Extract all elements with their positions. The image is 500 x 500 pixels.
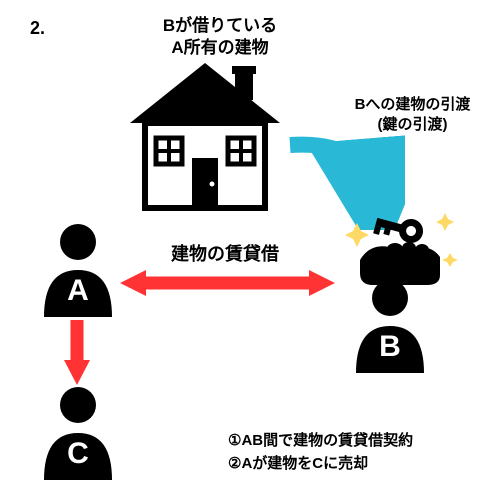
red-down-arrow: [62, 320, 92, 385]
footnote-1: ①AB間で建物の賃貸借契約: [228, 430, 488, 453]
footnotes: ①AB間で建物の賃貸借契約 ②Aが建物をCに売却: [228, 430, 488, 475]
title-text: Bが借りている A所有の建物: [130, 15, 310, 59]
house-icon: [120, 58, 290, 213]
person-a: A: [38, 222, 118, 317]
title-line1: Bが借りている: [130, 15, 310, 37]
red-double-arrow: [120, 268, 335, 298]
title-line2: A所有の建物: [130, 37, 310, 59]
footnote-2: ②Aが建物をCに売却: [228, 453, 488, 476]
handover-line1: Bへの建物の引渡: [330, 95, 495, 115]
diagram-number: 2.: [30, 18, 45, 39]
person-c: C: [38, 385, 118, 480]
person-c-label: C: [38, 437, 118, 471]
person-b: B: [350, 278, 430, 373]
person-b-label: B: [350, 330, 430, 364]
lease-label: 建物の賃貸借: [130, 240, 320, 266]
person-a-label: A: [38, 274, 118, 308]
